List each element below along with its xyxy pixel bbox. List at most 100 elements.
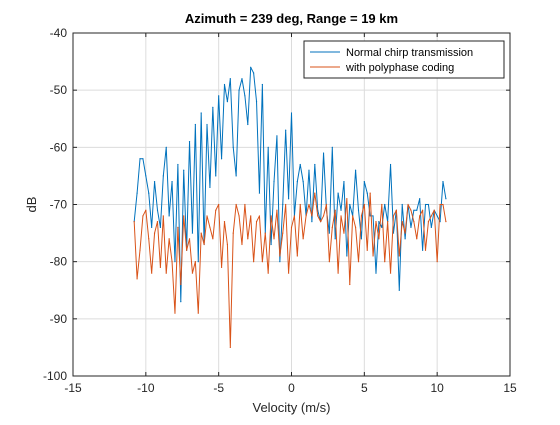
x-tick-label: 0 <box>288 381 295 395</box>
data-point <box>253 72 255 74</box>
data-point <box>142 215 144 217</box>
data-point <box>183 169 185 171</box>
data-point <box>369 215 371 217</box>
data-point <box>445 198 447 200</box>
data-point <box>430 226 432 228</box>
data-point <box>357 261 360 263</box>
data-point <box>419 215 421 217</box>
data-point <box>250 66 252 68</box>
data-point <box>191 272 194 274</box>
data-point <box>197 261 199 263</box>
data-point <box>410 209 412 211</box>
data-point <box>218 203 220 206</box>
data-point <box>290 226 293 228</box>
data-point <box>296 181 298 183</box>
data-point <box>392 215 395 217</box>
data-point <box>226 101 229 103</box>
data-point <box>151 272 153 274</box>
data-point <box>203 243 205 246</box>
data-point <box>363 181 365 183</box>
data-point <box>270 215 272 217</box>
data-point <box>334 209 336 211</box>
data-point <box>322 215 325 217</box>
legend-entry: Normal chirp transmission <box>346 47 473 59</box>
data-point <box>212 238 214 240</box>
data-point <box>212 106 214 108</box>
data-point <box>191 232 194 234</box>
data-point <box>427 203 430 206</box>
data-point <box>349 283 351 286</box>
data-point <box>136 278 138 280</box>
data-point <box>142 158 144 160</box>
data-point <box>311 215 313 217</box>
data-point <box>206 215 208 217</box>
data-point <box>398 289 400 291</box>
y-axis-label: dB <box>24 197 39 213</box>
data-point <box>174 312 176 314</box>
data-point <box>392 232 395 234</box>
legend-box <box>303 40 505 79</box>
data-point <box>287 198 290 200</box>
data-point <box>404 238 406 240</box>
data-point <box>442 181 444 183</box>
data-point <box>165 146 167 148</box>
data-point <box>360 238 363 240</box>
y-tick-label: -90 <box>50 312 68 326</box>
grid <box>72 32 511 377</box>
data-point <box>276 209 278 211</box>
x-tick-label: -10 <box>137 381 155 395</box>
data-point <box>375 221 377 223</box>
data-point <box>267 272 269 274</box>
data-point <box>410 226 412 228</box>
data-point <box>357 209 360 211</box>
data-point <box>285 129 287 131</box>
data-point <box>223 221 226 223</box>
data-point <box>238 215 240 217</box>
data-point <box>279 261 281 263</box>
x-tick-label: 5 <box>361 381 368 395</box>
data-point <box>177 226 179 228</box>
data-point <box>305 215 307 217</box>
data-point <box>416 238 418 240</box>
data-point <box>215 209 217 211</box>
data-point <box>328 261 330 263</box>
data-point <box>209 186 211 188</box>
data-point <box>439 203 441 206</box>
data-point <box>337 192 339 194</box>
data-point <box>276 135 278 137</box>
data-point <box>366 249 368 251</box>
data-point <box>194 123 196 126</box>
data-point <box>389 272 392 274</box>
data-point <box>395 209 397 211</box>
data-point <box>334 238 336 240</box>
data-point <box>183 215 185 217</box>
data-point <box>139 158 141 160</box>
x-tick-label: 10 <box>430 381 444 395</box>
data-point <box>267 146 269 148</box>
data-point <box>322 152 325 154</box>
data-point <box>372 255 374 257</box>
data-point <box>232 146 234 148</box>
data-point <box>349 203 351 206</box>
x-tick-label: -5 <box>213 381 224 395</box>
data-point <box>200 232 202 234</box>
data-point <box>381 203 383 206</box>
data-point <box>168 215 170 217</box>
data-point <box>194 261 196 263</box>
data-point <box>363 203 365 206</box>
data-point <box>311 221 313 223</box>
y-tick-label: -80 <box>50 255 68 269</box>
data-point <box>424 249 427 251</box>
data-point <box>177 163 179 166</box>
data-point <box>279 255 281 257</box>
data-point <box>422 209 424 211</box>
data-point <box>261 83 263 86</box>
data-point <box>314 192 316 194</box>
data-point <box>220 158 223 160</box>
data-point <box>354 169 357 171</box>
data-point <box>442 203 444 206</box>
data-point <box>133 221 135 223</box>
data-point <box>378 238 380 240</box>
data-point <box>238 89 240 91</box>
